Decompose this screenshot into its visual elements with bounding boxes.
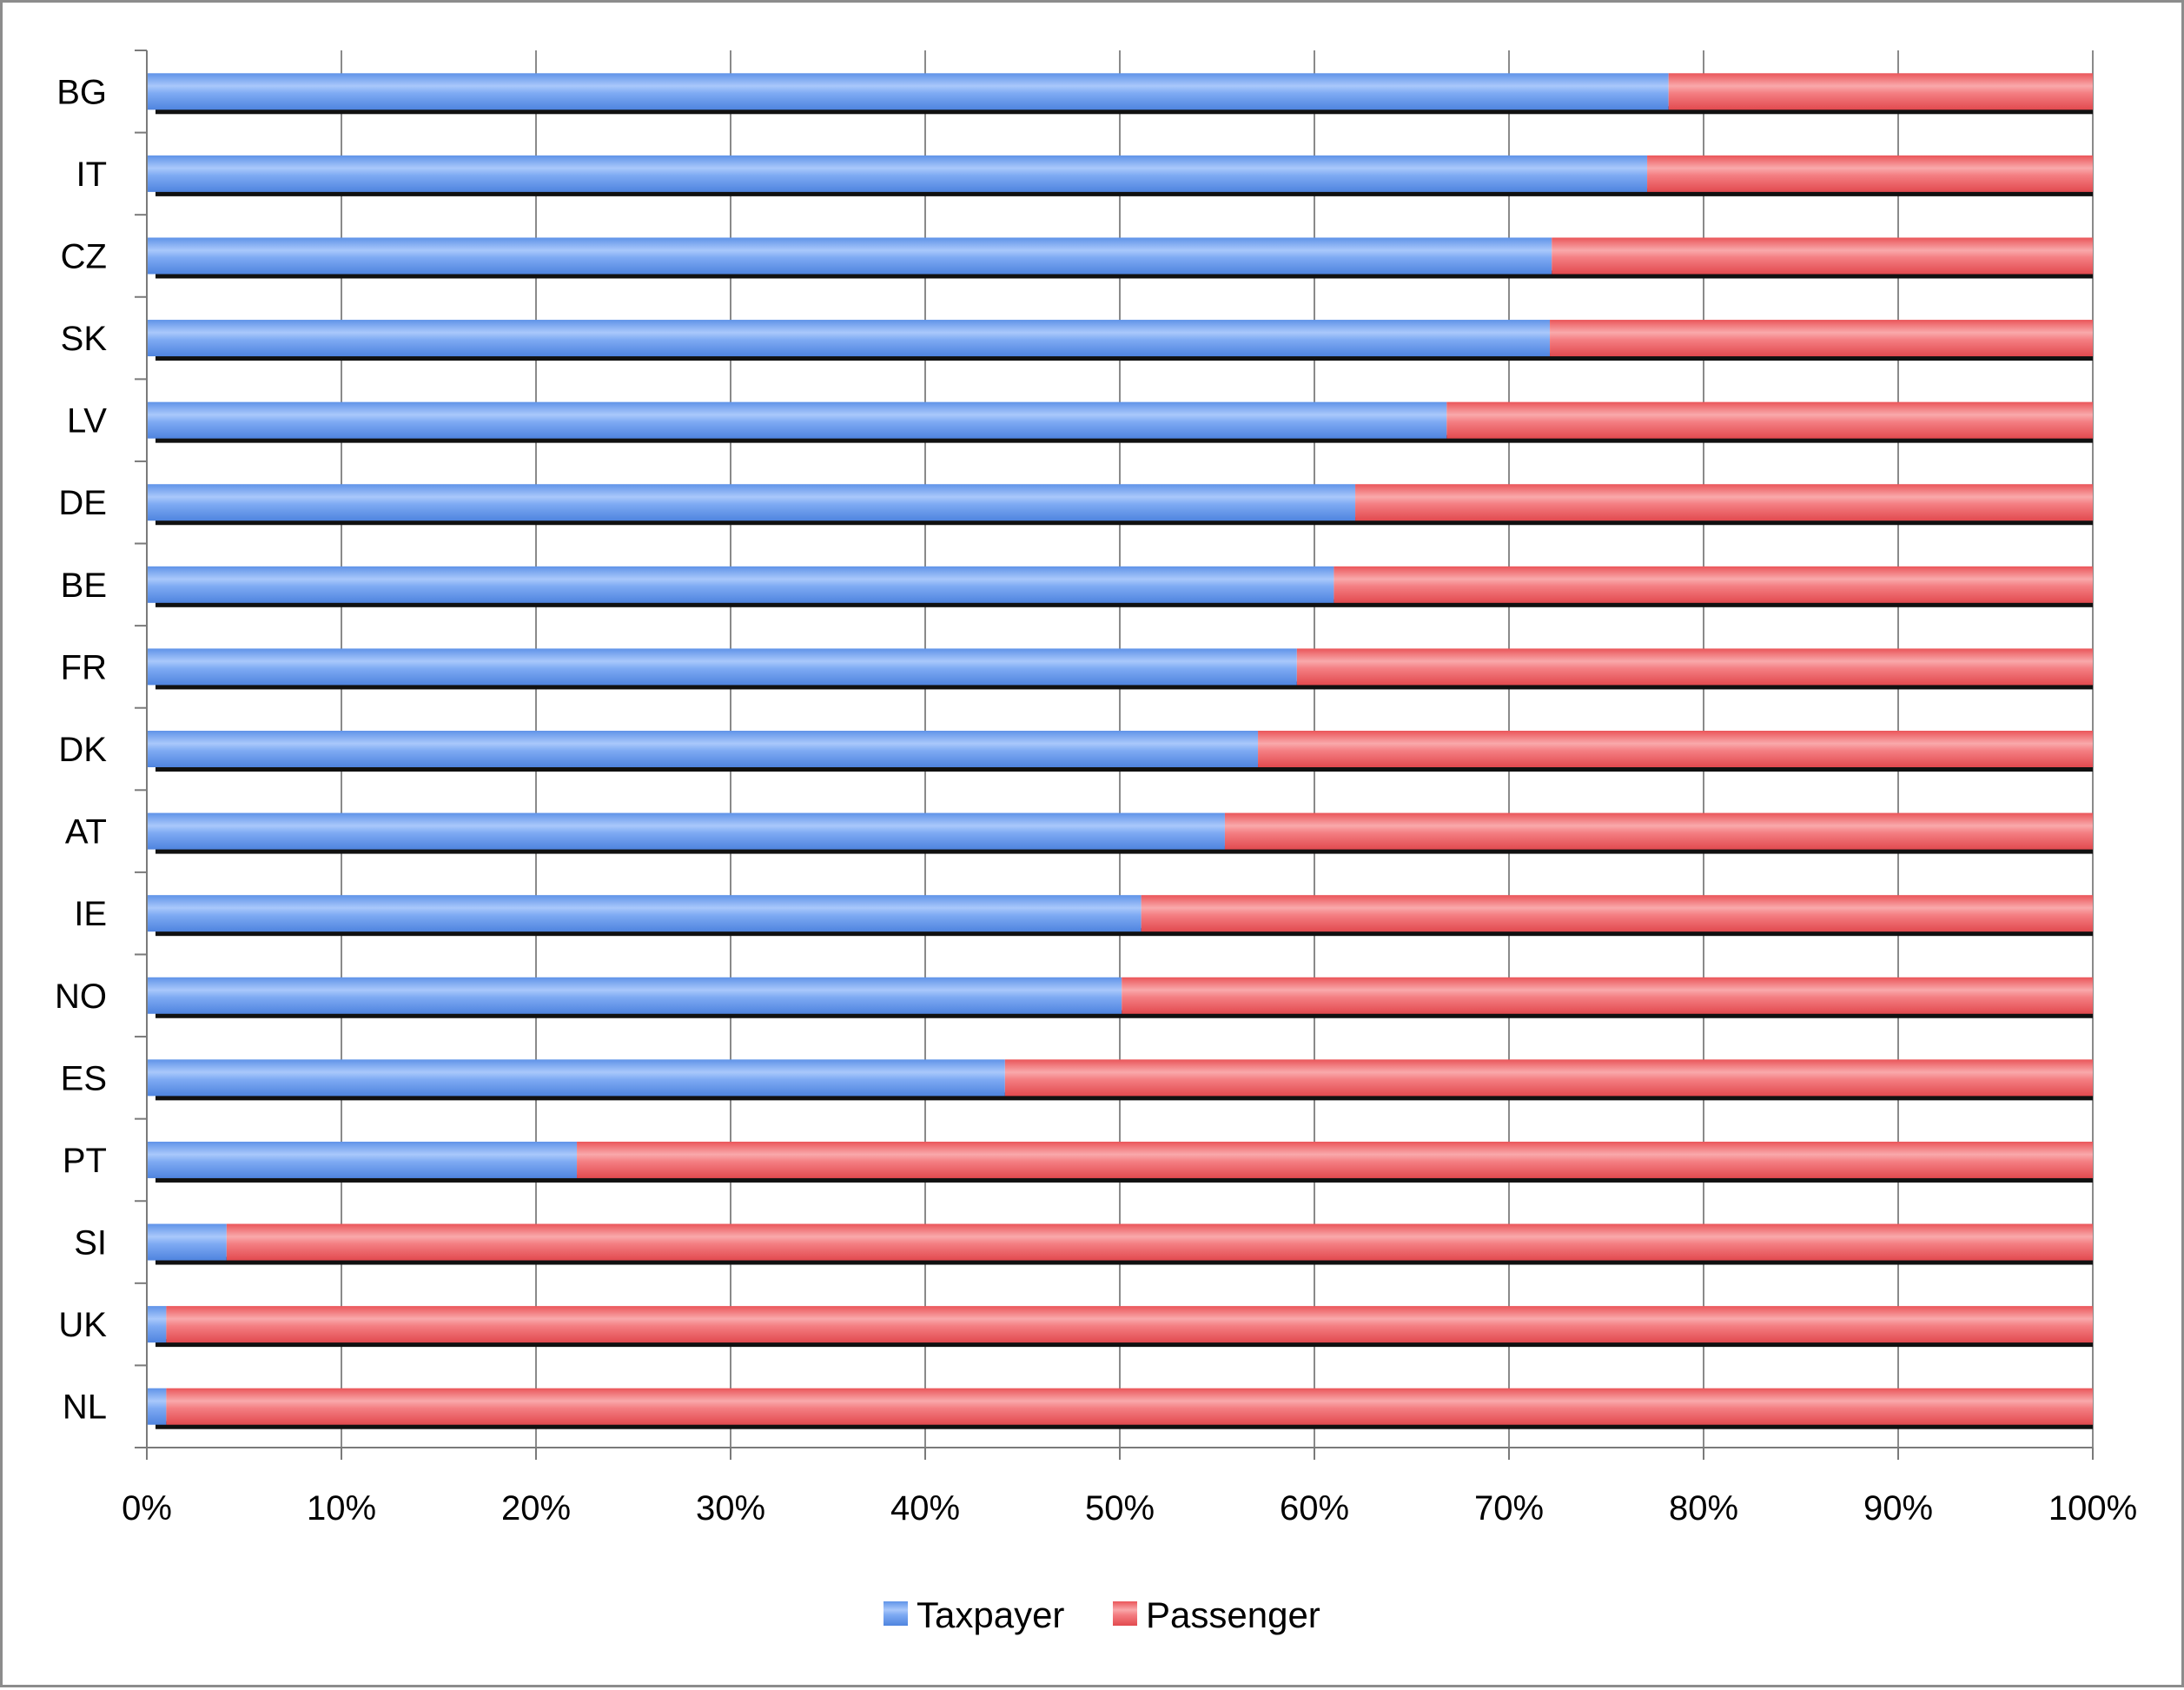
- category-label: NL: [63, 1388, 107, 1427]
- bar-taxpayer-pt: [147, 1141, 578, 1178]
- legend-label-taxpayer: Taxpayer: [917, 1594, 1064, 1635]
- x-tick-label: 20%: [501, 1489, 571, 1528]
- category-label: BG: [56, 73, 107, 111]
- bar-shadow: [156, 1339, 2093, 1348]
- x-tick-label: 90%: [1863, 1489, 1933, 1528]
- category-label: BE: [61, 567, 107, 605]
- category-label: LV: [67, 402, 107, 441]
- bar-shadow: [156, 517, 2093, 526]
- bar-shadow: [156, 1421, 2093, 1429]
- bar-passenger-at: [1224, 812, 2093, 850]
- bar-shadow: [156, 188, 2093, 196]
- category-label: AT: [65, 813, 107, 852]
- bar-taxpayer-bg: [147, 73, 1669, 110]
- bar-shadow: [156, 599, 2093, 607]
- x-tick-label: 60%: [1280, 1489, 1349, 1528]
- bar-taxpayer-dk: [147, 731, 1259, 767]
- bar-passenger-no: [1122, 977, 2093, 1014]
- bar-taxpayer-de: [147, 484, 1356, 521]
- x-tick-label: 30%: [696, 1489, 765, 1528]
- bar-passenger-bg: [1668, 73, 2093, 110]
- category-label: PT: [63, 1142, 107, 1180]
- x-tick-label: 80%: [1669, 1489, 1738, 1528]
- bar-taxpayer-at: [147, 812, 1225, 850]
- category-label: SK: [61, 320, 108, 358]
- category-label: IE: [74, 895, 107, 933]
- bar-shadow: [156, 1174, 2093, 1183]
- bar-passenger-fr: [1296, 648, 2093, 686]
- bar-passenger-be: [1334, 566, 2093, 603]
- bar-taxpayer-cz: [147, 237, 1552, 275]
- bar-passenger-cz: [1552, 237, 2093, 275]
- bar-passenger-dk: [1258, 731, 2093, 767]
- x-tick-label: 50%: [1085, 1489, 1155, 1528]
- bar-passenger-it: [1647, 155, 2093, 192]
- bar-taxpayer-nl: [147, 1388, 167, 1425]
- category-label: NO: [55, 978, 107, 1016]
- legend: Taxpayer Passenger: [884, 1594, 1320, 1635]
- axes: [135, 50, 2094, 1460]
- bar-passenger-ie: [1141, 895, 2093, 932]
- bar-taxpayer-fr: [147, 648, 1297, 686]
- legend-swatch-passenger: [1113, 1601, 1137, 1626]
- bar-passenger-nl: [166, 1388, 2094, 1425]
- bar-passenger-lv: [1446, 401, 2093, 439]
- bar-taxpayer-lv: [147, 401, 1447, 439]
- x-tick-label: 10%: [307, 1489, 376, 1528]
- bar-passenger-uk: [166, 1306, 2094, 1343]
- x-tick-label: 0%: [122, 1489, 172, 1528]
- category-label: ES: [61, 1059, 107, 1097]
- category-label: DE: [58, 484, 107, 522]
- x-tick-label: 100%: [2048, 1489, 2137, 1528]
- bar-shadow: [156, 845, 2093, 854]
- bar-shadow: [156, 764, 2093, 772]
- bar-shadow: [156, 1092, 2093, 1101]
- category-label: UK: [58, 1306, 107, 1344]
- bar-shadow: [156, 1256, 2093, 1265]
- bar-taxpayer-es: [147, 1059, 1005, 1097]
- bar-shadow: [156, 106, 2093, 115]
- bar-taxpayer-sk: [147, 320, 1551, 357]
- stacked-bar-chart: 0% 10% 20% 30% 40% 50% 60% 70% 80% 90% 100% BG IT CZ S…: [55, 50, 2137, 1635]
- x-tick-label: 40%: [890, 1489, 960, 1528]
- category-label: DK: [58, 731, 107, 769]
- legend-label-passenger: Passenger: [1146, 1594, 1320, 1635]
- category-label: FR: [61, 648, 107, 686]
- category-label: SI: [74, 1224, 107, 1263]
- labels: 0% 10% 20% 30% 40% 50% 60% 70% 80% 90% 100% BG IT CZ S…: [55, 73, 2137, 1528]
- bar-taxpayer-it: [147, 155, 1648, 192]
- legend-swatch-taxpayer: [884, 1601, 908, 1626]
- bar-shadow: [156, 1010, 2093, 1018]
- bar-shadow: [156, 270, 2093, 279]
- bar-shadow: [156, 353, 2093, 361]
- bar-passenger-si: [226, 1223, 2093, 1261]
- bar-passenger-de: [1355, 484, 2093, 521]
- bar-shadow: [156, 434, 2093, 443]
- bar-shadow: [156, 681, 2093, 690]
- bar-shadow: [156, 928, 2093, 937]
- bar-passenger-pt: [577, 1141, 2093, 1178]
- bar-taxpayer-no: [147, 977, 1122, 1014]
- category-label: IT: [76, 156, 107, 194]
- bar-taxpayer-si: [147, 1223, 227, 1261]
- bar-passenger-sk: [1550, 320, 2093, 357]
- bar-taxpayer-ie: [147, 895, 1142, 932]
- bars: [147, 73, 2094, 1429]
- bar-taxpayer-be: [147, 566, 1334, 603]
- x-tick-label: 70%: [1474, 1489, 1544, 1528]
- bar-passenger-es: [1004, 1059, 2093, 1097]
- category-label: CZ: [61, 237, 107, 275]
- bar-taxpayer-uk: [147, 1306, 167, 1343]
